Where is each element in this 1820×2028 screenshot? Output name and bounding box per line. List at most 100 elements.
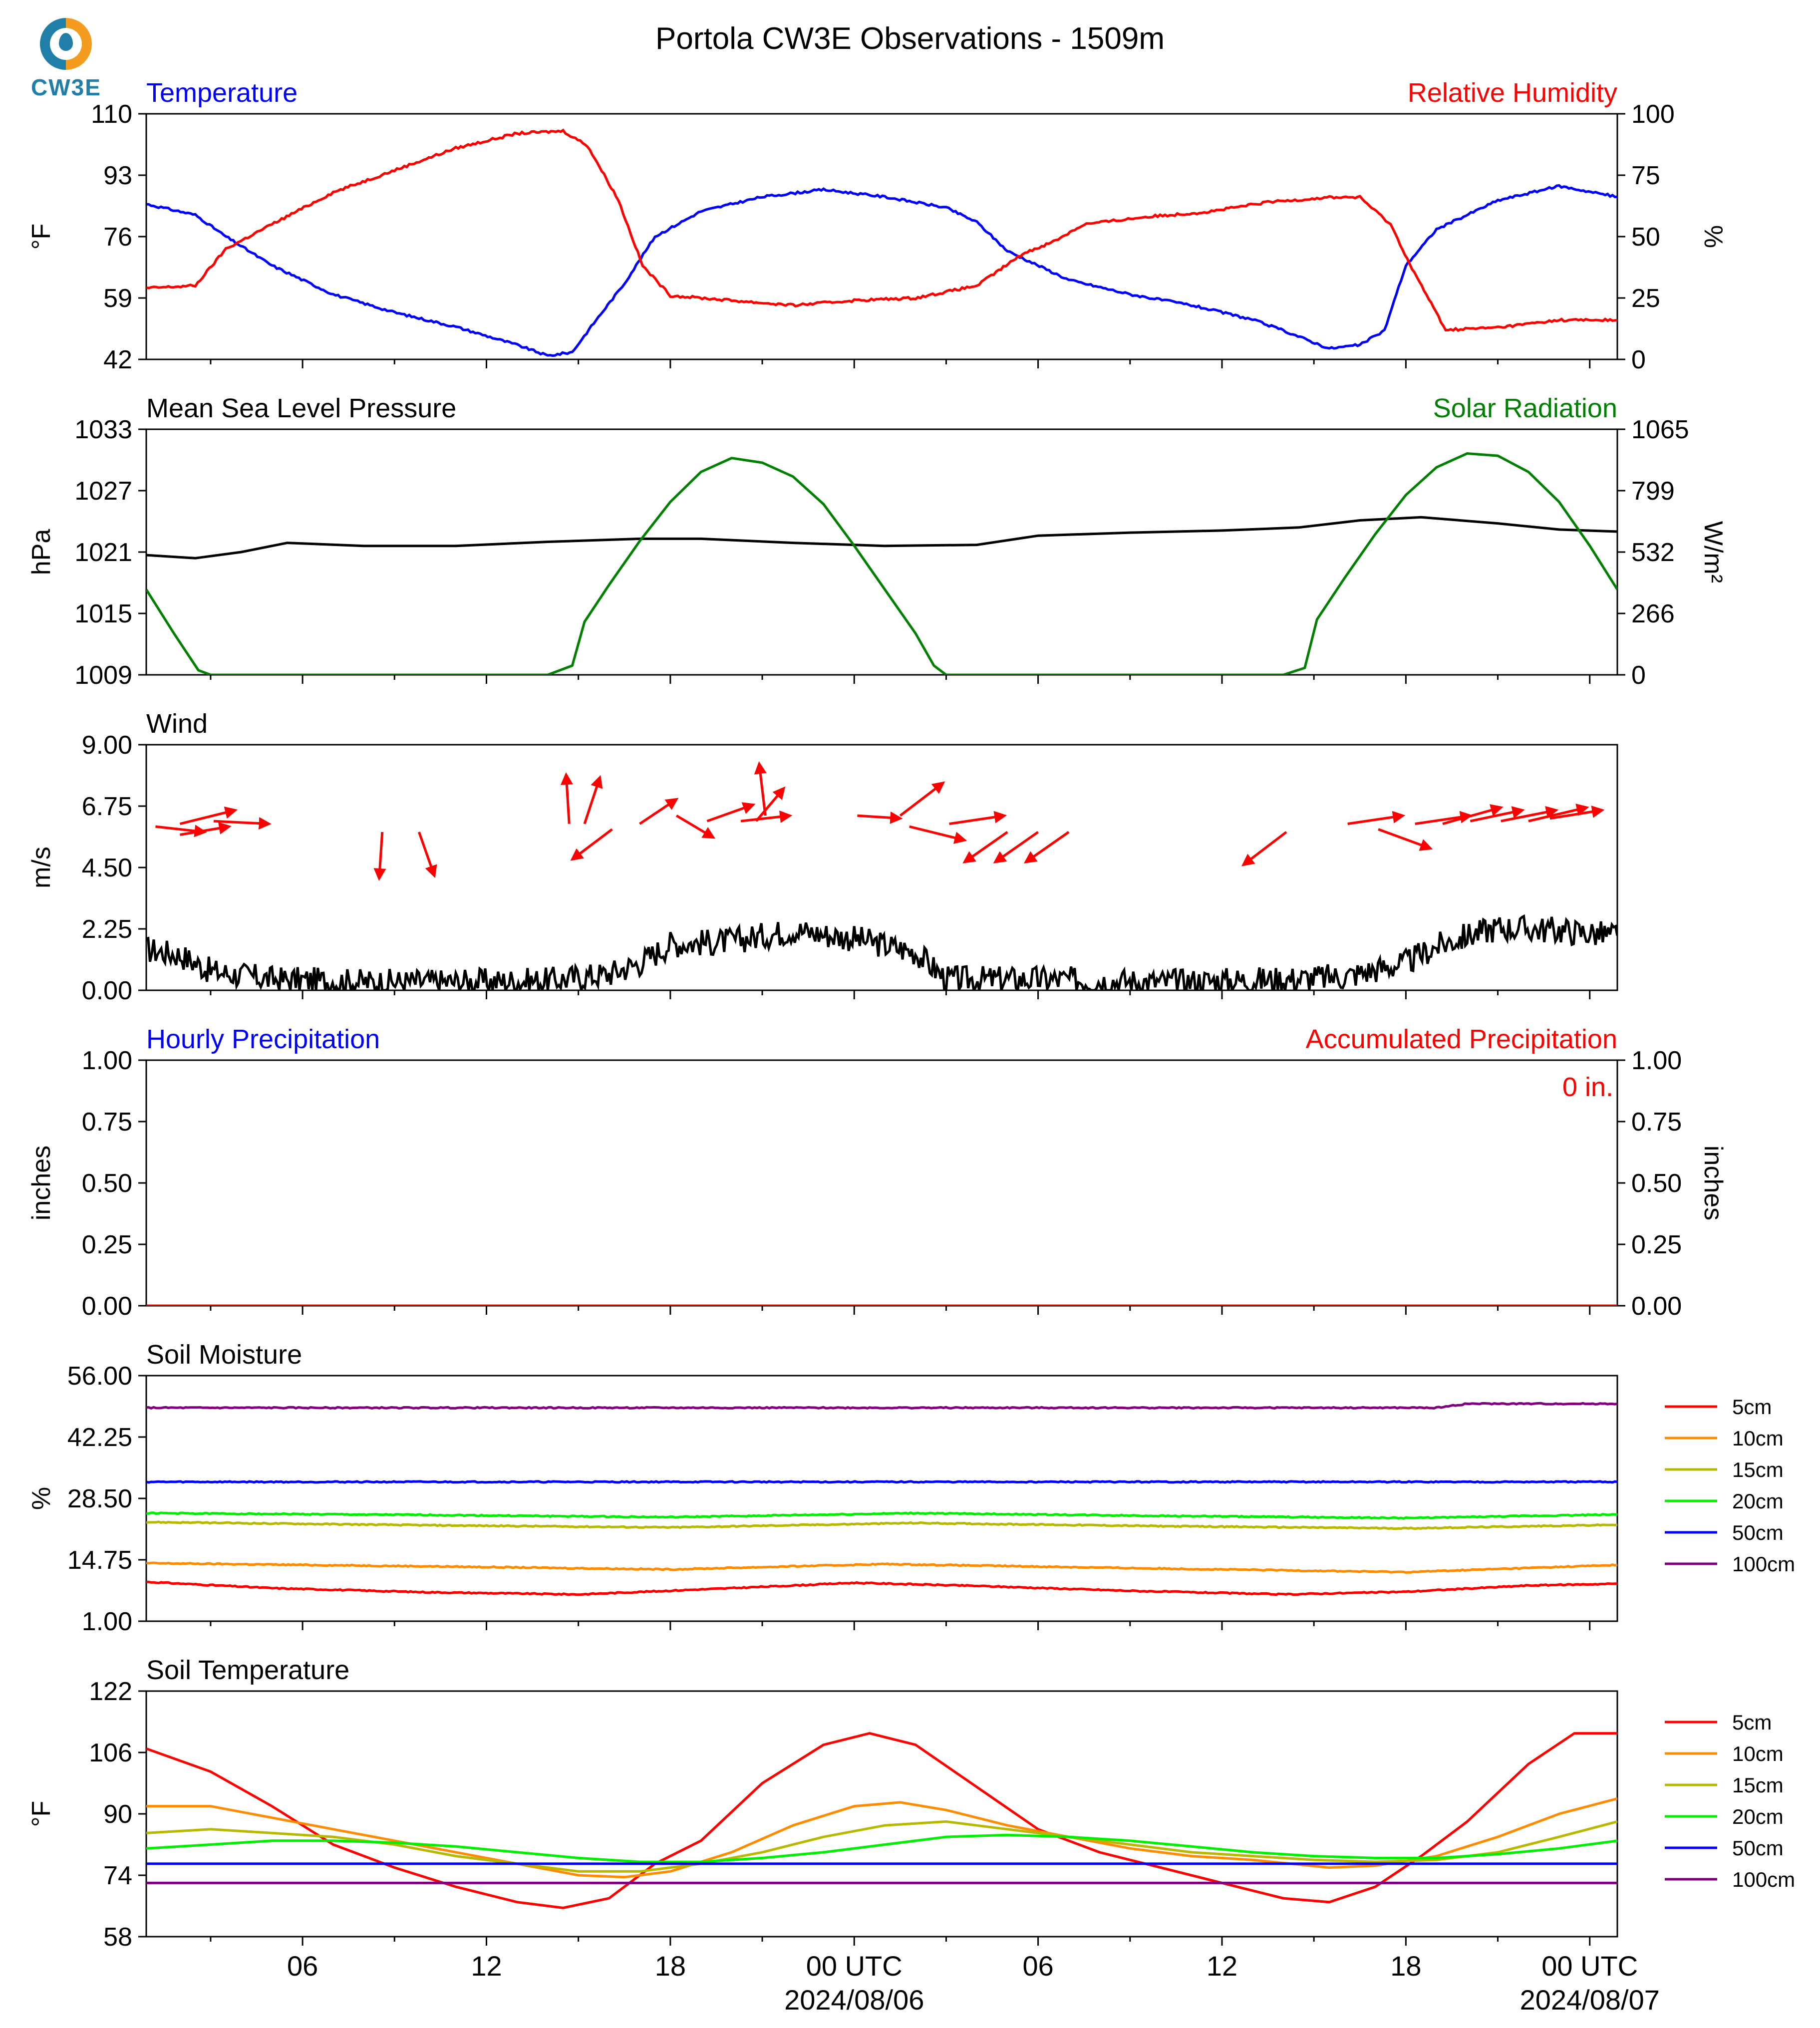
logo-drop-icon xyxy=(59,33,73,51)
panel-title-right: Relative Humidity xyxy=(1408,78,1617,108)
y-tick-label: 0.75 xyxy=(82,1108,132,1137)
y2-tick-label: 100 xyxy=(1631,100,1675,129)
wind-arrow xyxy=(740,810,793,823)
series-line-wind-speed xyxy=(146,914,1617,990)
legend-label: 50cm xyxy=(1732,1836,1784,1860)
x-tick-label: 18 xyxy=(655,1950,686,1982)
x-tick-label: 12 xyxy=(471,1950,502,1982)
y-axis-label: % xyxy=(27,1487,56,1510)
series-line-15cm xyxy=(146,1820,1617,1873)
y-tick-label: 0.25 xyxy=(82,1230,132,1259)
wind-arrow xyxy=(706,802,756,823)
wind-arrow xyxy=(1378,828,1433,851)
panel-soil-temperature: Soil Temperature 58 74 90 106 122 °F 5cm 10cm 15c… xyxy=(27,1655,1795,1952)
x-tick-label: 00 UTC xyxy=(1541,1950,1638,1982)
series-line-10cm xyxy=(146,1797,1617,1879)
x-tick-label: 06 xyxy=(1022,1950,1053,1982)
y-tick-label: 110 xyxy=(91,100,132,129)
accumulated-total-label: 0 in. xyxy=(1562,1072,1613,1102)
x-date-label: 2024/08/07 xyxy=(1520,1984,1660,2016)
wind-arrow xyxy=(179,806,238,825)
y-tick-label: 74 xyxy=(103,1861,132,1890)
panel-title-left: Mean Sea Level Pressure xyxy=(146,393,456,423)
y-tick-label: 76 xyxy=(103,223,132,252)
y2-tick-label: 0.25 xyxy=(1631,1230,1682,1259)
y-axis-label: inches xyxy=(27,1146,56,1220)
wind-arrow xyxy=(962,831,1008,864)
legend-label: 15cm xyxy=(1732,1458,1784,1481)
y-axis-label: hPa xyxy=(27,529,56,576)
y2-tick-label: 799 xyxy=(1631,477,1675,506)
wind-arrow xyxy=(1023,831,1070,864)
y2-tick-label: 75 xyxy=(1631,161,1660,190)
x-tick-label: 18 xyxy=(1390,1950,1421,1982)
wind-arrow xyxy=(675,814,716,839)
y2-tick-label: 0.00 xyxy=(1631,1292,1682,1321)
panel-title-right: Solar Radiation xyxy=(1433,393,1617,423)
y-tick-label: 1033 xyxy=(74,415,132,444)
series-line-10cm xyxy=(146,1561,1617,1574)
wind-arrow xyxy=(180,822,232,836)
y-tick-label: 0.00 xyxy=(82,976,132,1005)
series-line-5cm xyxy=(146,1580,1617,1596)
plot-frame xyxy=(145,428,1618,676)
wind-arrow xyxy=(1470,806,1525,823)
wind-arrow xyxy=(857,811,903,824)
panel-title-left: Hourly Precipitation xyxy=(146,1024,380,1054)
plot-frame xyxy=(145,744,1618,991)
chart-panels: Temperature Relative Humidity 42 59 76 93 110 °… xyxy=(27,78,1795,1952)
wind-arrow xyxy=(639,798,679,825)
y-tick-label: 106 xyxy=(89,1738,132,1767)
wind-arrow xyxy=(949,811,1007,826)
panel-pressure-solar: Mean Sea Level Pressure Solar Radiation 10… xyxy=(27,393,1728,690)
y2-axis-label: inches xyxy=(1699,1146,1728,1220)
legend-label: 10cm xyxy=(1732,1427,1784,1450)
y-tick-label: 1009 xyxy=(74,661,132,690)
wind-arrow xyxy=(1241,831,1287,867)
panel-title-left: Soil Moisture xyxy=(146,1340,302,1370)
y-tick-label: 4.50 xyxy=(82,854,132,882)
panel-wind: Wind 0.00 2.25 4.50 6.75 9.00 m/s xyxy=(27,709,1618,1005)
legend-label: 20cm xyxy=(1732,1805,1784,1828)
x-date-label: 2024/08/06 xyxy=(784,1984,924,2016)
y-tick-label: 1021 xyxy=(74,538,132,567)
panel-title-left: Soil Temperature xyxy=(146,1655,349,1685)
y-tick-label: 42.25 xyxy=(67,1423,132,1452)
logo-text: CW3E xyxy=(31,74,101,100)
y-tick-label: 42 xyxy=(103,345,132,374)
y-tick-label: 56.00 xyxy=(67,1362,132,1391)
series-line-20cm xyxy=(146,1833,1617,1863)
y-tick-label: 28.50 xyxy=(67,1484,132,1513)
y-tick-label: 93 xyxy=(103,161,132,190)
y-tick-label: 90 xyxy=(103,1800,132,1829)
y2-tick-label: 0 xyxy=(1631,345,1646,374)
y-tick-label: 122 xyxy=(89,1677,132,1706)
wind-arrow xyxy=(1442,804,1504,825)
y-tick-label: 6.75 xyxy=(82,792,132,821)
y-tick-label: 1015 xyxy=(74,599,132,628)
series-line-relative-humidity xyxy=(146,128,1617,332)
series-line-temperature xyxy=(146,184,1617,357)
legend-label: 100cm xyxy=(1732,1868,1795,1891)
legend-label: 5cm xyxy=(1732,1711,1772,1734)
wind-arrow xyxy=(909,825,967,844)
y2-tick-label: 1.00 xyxy=(1631,1046,1682,1075)
y2-tick-label: 532 xyxy=(1631,538,1675,567)
wind-arrow xyxy=(1528,804,1589,823)
series-line-mean-sea-level-pressure xyxy=(146,516,1617,560)
y-tick-label: 0.50 xyxy=(82,1169,132,1198)
wind-arrow xyxy=(1501,806,1559,823)
wind-arrow xyxy=(899,781,945,817)
legend-label: 10cm xyxy=(1732,1742,1784,1765)
wind-arrow xyxy=(993,831,1039,864)
panel-title-right: Accumulated Precipitation xyxy=(1306,1024,1617,1054)
y-axis-label: °F xyxy=(27,224,56,250)
legend-label: 50cm xyxy=(1732,1521,1784,1544)
y-tick-label: 2.25 xyxy=(82,915,132,944)
y2-axis-label: W/m² xyxy=(1699,521,1728,583)
wind-arrow xyxy=(1549,805,1605,820)
panel-precipitation: Hourly Precipitation Accumulated Precipit… xyxy=(27,1024,1728,1321)
panel-title-left: Temperature xyxy=(146,78,298,108)
y2-tick-label: 266 xyxy=(1631,599,1675,628)
